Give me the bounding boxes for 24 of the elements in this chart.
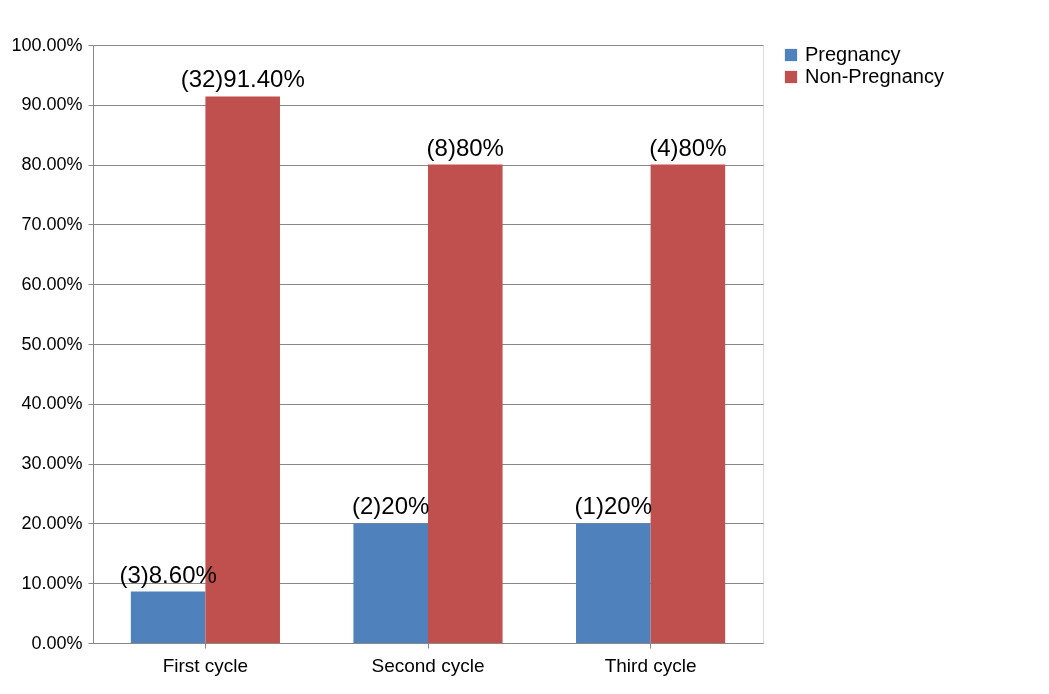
y-tick-label: 80.00% bbox=[21, 154, 83, 175]
x-tick-label: Third cycle bbox=[604, 654, 697, 676]
data-label: (4)80% bbox=[649, 133, 727, 161]
data-label: (8)80% bbox=[426, 133, 504, 161]
y-tick-label: 10.00% bbox=[21, 572, 83, 593]
data-label: (32)91.40% bbox=[180, 65, 305, 93]
legend-label: Non-Pregnancy bbox=[805, 65, 944, 87]
y-tick-label: 0.00% bbox=[31, 632, 83, 653]
y-tick-label: 60.00% bbox=[21, 273, 83, 294]
x-tick-label: First cycle bbox=[162, 654, 249, 676]
y-tick-label: 50.00% bbox=[21, 333, 83, 354]
y-tick-label: 40.00% bbox=[21, 393, 83, 414]
x-tick-label: Second cycle bbox=[371, 654, 485, 676]
y-tick-label: 20.00% bbox=[21, 512, 83, 533]
y-tick-label: 90.00% bbox=[21, 94, 83, 115]
y-tick-label: 30.00% bbox=[21, 453, 83, 474]
bar bbox=[576, 523, 651, 643]
bar bbox=[353, 523, 428, 643]
bar bbox=[428, 164, 503, 643]
y-tick-label: 70.00% bbox=[21, 213, 83, 234]
bar bbox=[650, 164, 726, 643]
bar bbox=[130, 591, 206, 643]
legend-label: Pregnancy bbox=[805, 43, 901, 65]
y-tick-label: 100.00% bbox=[11, 34, 83, 55]
